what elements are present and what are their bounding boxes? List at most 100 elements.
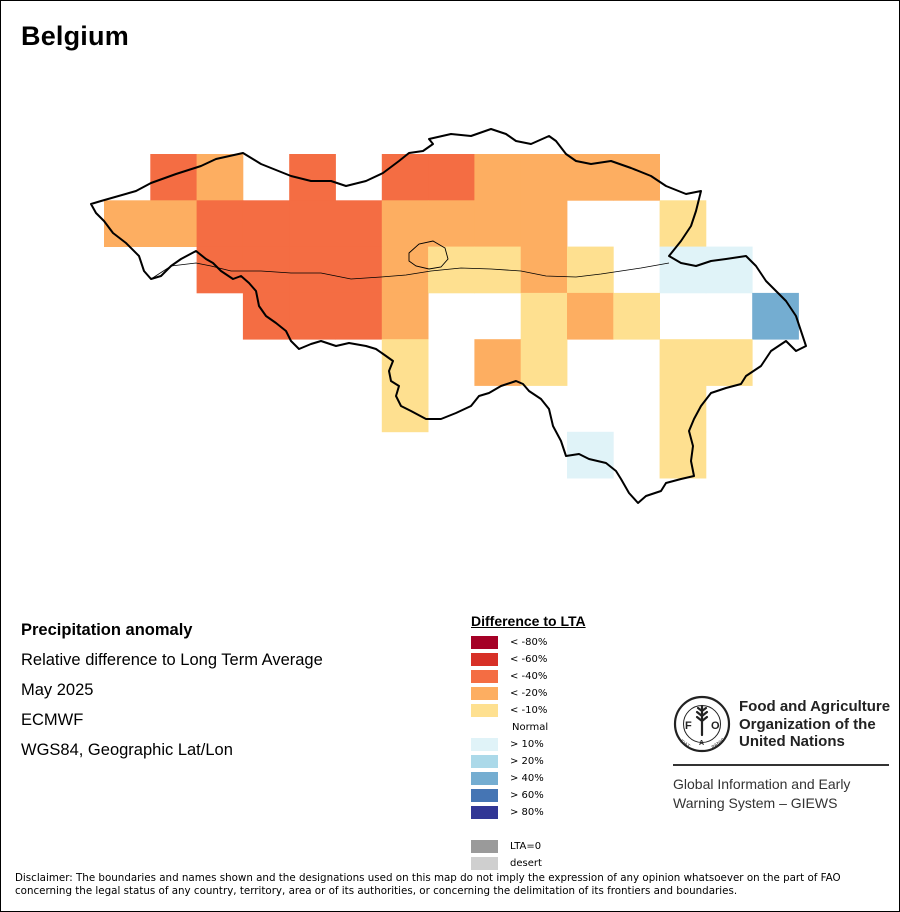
- cell-r1-c2: [196, 200, 244, 247]
- fao-logo: F O A FIAT PANIS: [673, 695, 731, 753]
- legend: Difference to LTA < -80% < -60% < -40% < -2…: [471, 613, 586, 872]
- svg-text:A: A: [699, 740, 704, 747]
- cell-r0-c6: [381, 154, 429, 201]
- fao-name-line1: Food and Agriculture: [739, 698, 891, 715]
- cell-r1-c5: [335, 200, 383, 247]
- map-info: Precipitation anomaly Relative differenc…: [21, 619, 323, 769]
- legend-item: > 60%: [471, 787, 586, 804]
- cell-r3-c14: [752, 292, 799, 340]
- cell-r2-c12: [659, 246, 707, 294]
- legend-item: > 40%: [471, 770, 586, 787]
- legend-swatch: [471, 806, 498, 819]
- legend-swatch: [471, 636, 498, 649]
- legend-item: < -80%: [471, 634, 586, 651]
- legend-swatch: [471, 670, 498, 683]
- legend-swatch: [471, 653, 498, 666]
- legend-label: > 60%: [510, 790, 544, 801]
- cell-r2-c7: [428, 246, 475, 294]
- cell-r4-c9: [520, 339, 568, 386]
- info-title: Precipitation anomaly: [21, 621, 193, 639]
- legend-swatch: [471, 789, 498, 802]
- legend-swatch: [471, 755, 498, 768]
- legend-item: > 80%: [471, 804, 586, 821]
- giews-line2: Warning System – GIEWS: [673, 795, 838, 811]
- legend-item: LTA=0: [471, 838, 586, 855]
- legend-swatch: [471, 738, 498, 751]
- cell-r6-c12: [659, 431, 707, 479]
- cell-r4-c6: [381, 339, 429, 386]
- legend-label: < -40%: [510, 671, 548, 682]
- legend-item: [471, 821, 586, 838]
- giews-name: Global Information and Early Warning Sys…: [673, 775, 891, 813]
- fao-name-line2: Organization of the: [739, 715, 876, 733]
- cell-r0-c8: [474, 154, 522, 201]
- cell-r2-c9: [520, 246, 568, 294]
- belgium-map: [90, 128, 807, 504]
- cell-r1-c8: [474, 200, 522, 247]
- legend-item: Normal: [471, 719, 586, 736]
- svg-text:FIAT: FIAT: [679, 739, 691, 750]
- legend-swatch: [471, 704, 498, 717]
- cell-r4-c8: [474, 339, 522, 386]
- cell-r1-c7: [428, 200, 475, 247]
- map-title: Belgium: [21, 21, 129, 51]
- cell-r2-c10: [567, 246, 614, 294]
- cell-r2-c6: [381, 246, 429, 294]
- legend-label: > 40%: [510, 773, 544, 784]
- cell-r1-c6: [381, 200, 429, 247]
- legend-swatch: [471, 687, 498, 700]
- cell-r3-c5: [335, 292, 383, 340]
- cell-r4-c12: [659, 339, 707, 386]
- anomaly-grid: [104, 154, 799, 479]
- legend-label: < -60%: [510, 654, 548, 665]
- cell-r0-c2: [196, 154, 244, 201]
- giews-line1: Global Information and Early: [673, 776, 851, 792]
- cell-r3-c6: [381, 292, 429, 340]
- info-projection: WGS84, Geographic Lat/Lon: [21, 741, 233, 759]
- legend-item: < -20%: [471, 685, 586, 702]
- cell-r0-c1: [150, 154, 197, 201]
- cell-r1-c9: [520, 200, 568, 247]
- svg-text:F: F: [685, 720, 692, 732]
- disclaimer: Disclaimer: The boundaries and names sho…: [15, 872, 841, 897]
- cell-r2-c3: [242, 246, 290, 294]
- cell-r2-c5: [335, 246, 383, 294]
- brussels-outline: [408, 240, 449, 270]
- cell-r2-c8: [474, 246, 522, 294]
- legend-item: < -10%: [471, 702, 586, 719]
- cell-r1-c0: [104, 200, 151, 247]
- legend-label: LTA=0: [510, 841, 542, 852]
- info-subtitle: Relative difference to Long Term Average: [21, 651, 323, 669]
- legend-item: < -60%: [471, 651, 586, 668]
- legend-label: Normal: [512, 722, 549, 733]
- cell-r1-c1: [150, 200, 197, 247]
- legend-item: > 20%: [471, 753, 586, 770]
- cell-r1-c4: [289, 200, 336, 247]
- cell-r3-c9: [520, 292, 568, 340]
- cell-r0-c9: [520, 154, 568, 201]
- legend-label: > 80%: [510, 807, 544, 818]
- cell-r3-c4: [289, 292, 336, 340]
- legend-label: < -10%: [510, 705, 548, 716]
- cell-r0-c7: [428, 154, 475, 201]
- regional-boundary: [150, 262, 670, 280]
- legend-label: < -20%: [510, 688, 548, 699]
- legend-title: Difference to LTA: [471, 613, 586, 629]
- cell-r3-c11: [613, 292, 660, 340]
- legend-label: desert: [510, 858, 542, 869]
- svg-text:O: O: [711, 720, 720, 732]
- fao-name: Food and Agriculture Organization of the…: [739, 698, 899, 751]
- legend-item: desert: [471, 855, 586, 872]
- legend-item: > 10%: [471, 736, 586, 753]
- legend-label: > 10%: [510, 739, 544, 750]
- legend-swatch: [471, 840, 498, 853]
- legend-swatch: [471, 857, 498, 870]
- cell-r1-c12: [659, 200, 707, 247]
- info-period: May 2025: [21, 681, 94, 699]
- divider: [673, 764, 889, 766]
- cell-r4-c13: [705, 339, 753, 386]
- cell-r2-c4: [289, 246, 336, 294]
- cell-r1-c3: [242, 200, 290, 247]
- legend-item: < -40%: [471, 668, 586, 685]
